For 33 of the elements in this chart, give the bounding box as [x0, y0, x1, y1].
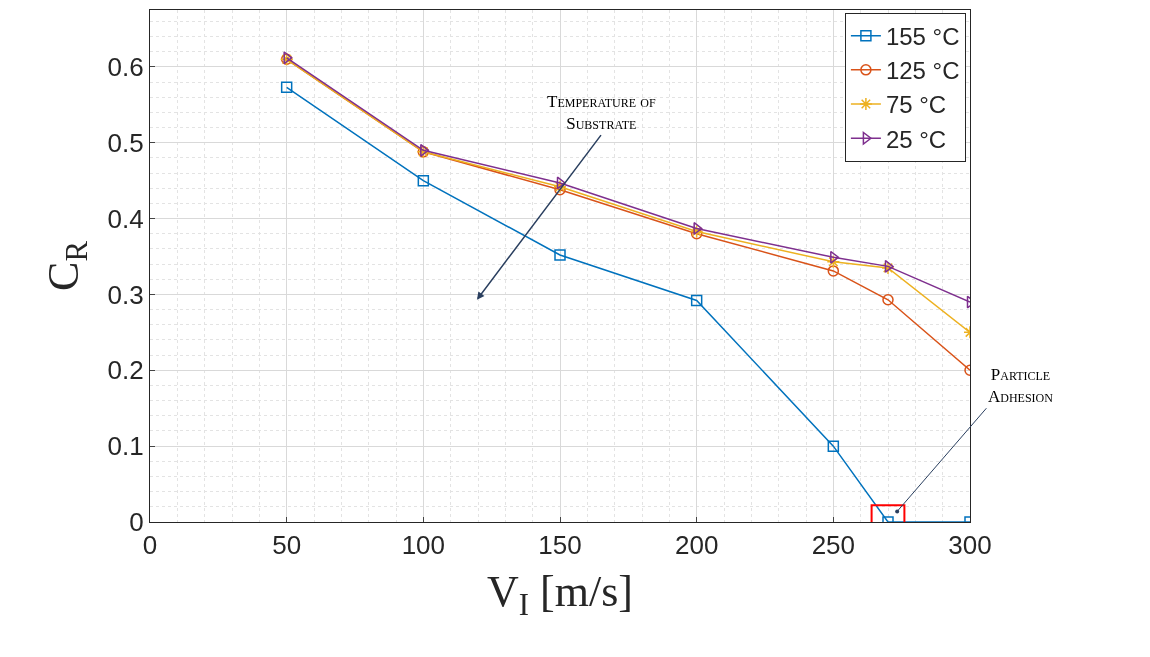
point — [882, 294, 894, 306]
point — [827, 440, 840, 452]
point — [556, 176, 566, 190]
y-tick-label: 0.2 — [107, 355, 144, 386]
point — [827, 265, 840, 277]
legend-label: 125 °C — [885, 57, 960, 85]
annotation: Temperature of Substrate — [547, 92, 656, 134]
y-tick-label: 0.1 — [107, 431, 144, 462]
point — [690, 228, 703, 240]
legend-label: 75 °C — [885, 91, 947, 119]
y-tick-label: 0.3 — [107, 279, 144, 310]
point — [826, 255, 841, 269]
x-tick-label: 50 — [272, 530, 302, 561]
x-tick-label: 150 — [538, 530, 582, 561]
y-tick-label: 0.5 — [107, 127, 144, 158]
y-tick-label: 0 — [129, 507, 144, 538]
x-tick-label: 250 — [811, 530, 856, 561]
point — [554, 249, 566, 261]
legend-label: 155 °C — [885, 23, 960, 51]
legend-label: 25 °C — [885, 125, 947, 153]
annotation: Particle Adhesion — [988, 365, 1054, 407]
point — [280, 81, 293, 94]
point — [830, 250, 840, 264]
y-tick-label: 0.6 — [107, 51, 144, 82]
x-axis-title: V$_{I}$ [m/s] — [487, 566, 633, 622]
y-tick-label: 0.4 — [107, 203, 144, 234]
x-tick-label: 100 — [401, 530, 446, 561]
x-tick-label: 300 — [948, 530, 992, 561]
x-tick-label: 200 — [674, 530, 719, 561]
point — [693, 221, 703, 235]
point — [553, 179, 567, 194]
point — [690, 294, 703, 307]
point — [417, 174, 430, 187]
